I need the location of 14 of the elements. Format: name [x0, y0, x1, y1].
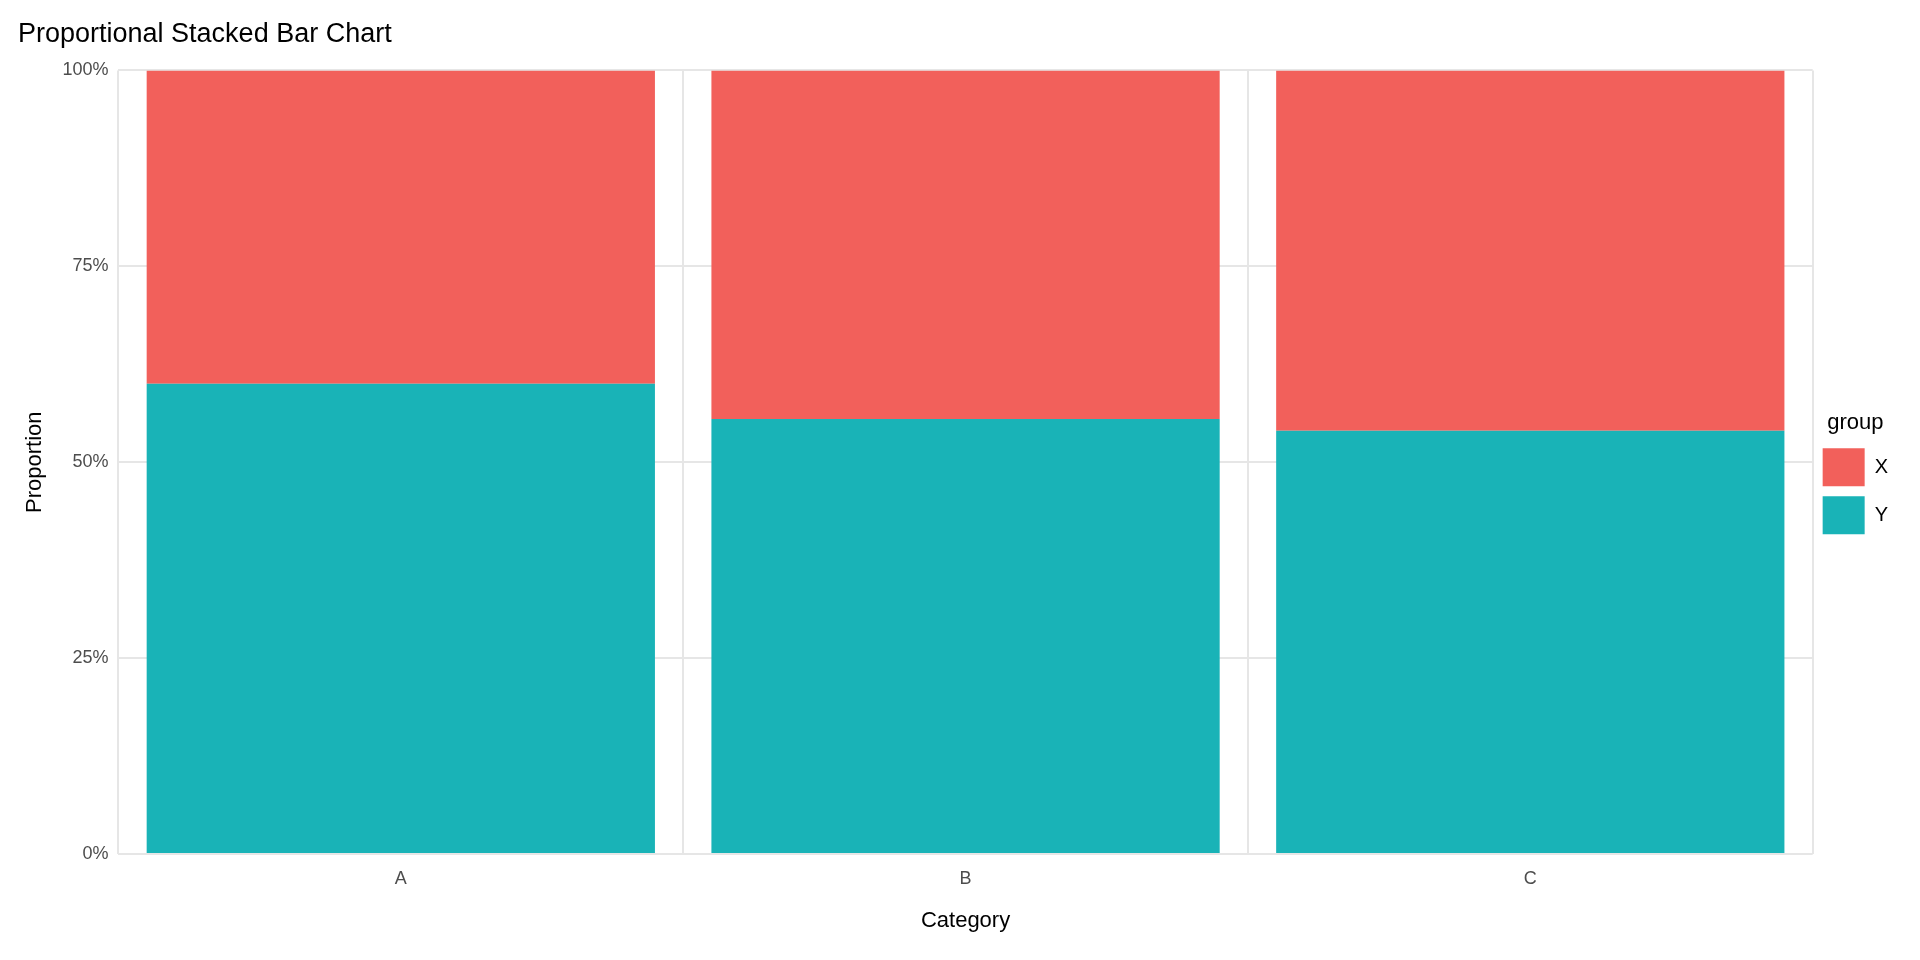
legend-label: X — [1874, 454, 1888, 477]
y-tick-label: 50% — [72, 451, 109, 472]
x-tick-label: A — [394, 867, 407, 888]
y-tick-label: 0% — [82, 842, 109, 863]
x-tick-label: B — [959, 867, 972, 888]
x-tick-label: C — [1523, 867, 1537, 888]
y-axis-title: Proportion — [21, 411, 47, 513]
legend-title: group — [1827, 408, 1884, 434]
chart-title: Proportional Stacked Bar Chart — [18, 17, 393, 48]
y-tick-label: 100% — [62, 59, 109, 80]
legend-label: Y — [1874, 502, 1888, 525]
y-tick-label: 25% — [72, 647, 109, 668]
x-axis-title: Category — [920, 906, 1011, 932]
y-tick-label: 75% — [72, 255, 109, 276]
